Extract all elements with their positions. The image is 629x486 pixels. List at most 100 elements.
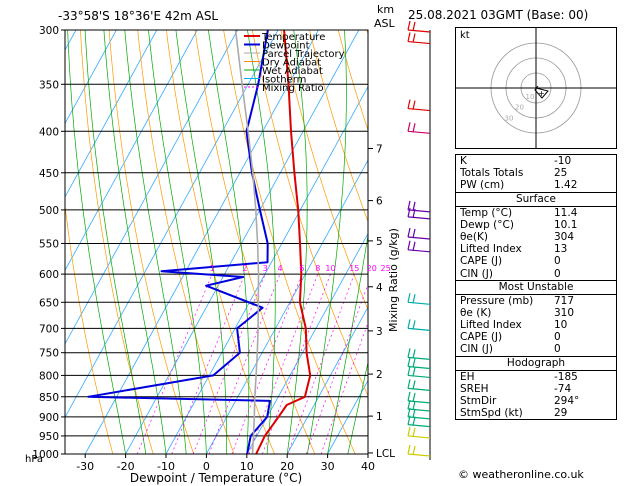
wind-barb-flag: [407, 20, 411, 31]
surface-value: 0: [554, 267, 561, 280]
series-line-parcel-trajectory: [234, 30, 260, 454]
isotherm-line: [65, 30, 117, 125]
y-tick-label: 850: [39, 392, 59, 404]
wind-barb-flag: [407, 99, 411, 109]
surface-value: 11.4: [554, 206, 578, 219]
wind-barb-flag: [412, 358, 416, 368]
mixing-ratio-line: [231, 273, 303, 454]
index-table: K -10 Totals Totals 25 PW (cm) 1.42 Surface T…: [455, 154, 617, 421]
wind-barb: [407, 365, 431, 370]
most-unstable-value: 0: [554, 331, 561, 344]
table-row: CAPE (J) 0: [456, 255, 616, 267]
table-row: CIN (J) 0: [456, 343, 616, 355]
wind-barb: [407, 29, 431, 33]
y-tick-label: 650: [39, 297, 59, 309]
most-unstable-value: 717: [554, 294, 575, 307]
mixing-ratio-label: 20: [367, 264, 377, 273]
wind-barb-flag: [407, 348, 411, 358]
km-tick-label: 7: [376, 143, 383, 155]
legend-label: Mixing Ratio: [262, 83, 324, 94]
wind-barb: [407, 435, 431, 439]
isotherm-line: [246, 232, 368, 454]
index-value: 25: [554, 167, 568, 180]
table-row: Pressure (mb) 717: [456, 295, 616, 307]
table-row: StmDir 294°: [456, 395, 616, 407]
mixing-ratio-label: 6: [299, 264, 304, 273]
hodograph-ring-label: 20: [515, 104, 524, 112]
most-unstable-label: CAPE (J): [460, 331, 503, 344]
wind-barb-flag: [407, 357, 411, 367]
x-tick-label: 30: [321, 460, 335, 473]
isotherm-line: [65, 30, 158, 198]
wind-barb: [407, 327, 431, 331]
km-label: km: [377, 3, 394, 16]
wet-adiabat-line: [67, 30, 126, 454]
wind-barb-flag: [412, 201, 416, 212]
isotherm-line: [65, 30, 238, 345]
wind-barb-flag: [407, 426, 411, 437]
surface-title: Surface: [456, 191, 616, 206]
y-tick-label: 350: [39, 79, 59, 91]
svg-text:+: +: [538, 89, 545, 98]
wet-adiabat-line: [347, 360, 368, 454]
wind-barb: [407, 40, 431, 45]
mixing-ratio-label: 15: [349, 264, 359, 273]
mixing-ratio-label: 10: [325, 264, 335, 273]
wind-barb-flag: [412, 349, 416, 359]
location-title: -33°58'S 18°36'E 42m ASL: [58, 9, 218, 23]
mixing-ratio-label: 2: [242, 264, 247, 273]
wind-barb-flag: [407, 122, 411, 132]
table-row: PW (cm) 1.42: [456, 179, 616, 191]
dry-adiabat-line: [280, 30, 368, 311]
most-unstable-label: θe (K): [460, 306, 492, 319]
hodograph-label: SREH: [460, 382, 489, 395]
mixing-ratio-label: 1: [210, 264, 215, 273]
x-tick-label: 20: [280, 460, 294, 473]
isotherm-line: [206, 159, 368, 454]
wind-barb-flag: [407, 366, 411, 376]
isotherm-line: [65, 30, 279, 419]
table-row: StmSpd (kt) 29: [456, 407, 616, 419]
wind-barb: [407, 400, 431, 404]
km-tick-label: 3: [376, 326, 383, 338]
datetime-title: 25.08.2021 03GMT (Base: 00): [408, 8, 588, 22]
wind-barb: [407, 216, 431, 220]
hodograph-trace: [534, 85, 549, 99]
wind-barb: [407, 301, 431, 305]
x-tick-label: -10: [157, 460, 175, 473]
legend-label: Dry Adiabat: [262, 58, 321, 69]
km-tick-label: 6: [376, 196, 383, 208]
surface-value: 10.1: [554, 218, 578, 231]
x-tick-label: 0: [203, 460, 210, 473]
index-label: K: [460, 155, 467, 167]
wind-barb-flag: [407, 240, 411, 250]
mixing-ratio-label: 8: [315, 264, 320, 273]
wind-barb-flag: [407, 32, 411, 42]
wind-barb: [407, 209, 431, 213]
wind-barbs: [407, 20, 431, 457]
wind-barb-flag: [412, 367, 416, 377]
legend-label: Wet Adiabat: [262, 66, 323, 77]
x-tick-label: -30: [76, 460, 94, 473]
pressure-axis: 300 350 400 450 500 550 600 650 700 750 800 850 900 9…: [32, 25, 65, 461]
wind-barb: [407, 107, 431, 112]
y-tick-label: 300: [39, 25, 59, 37]
series-line-temperature: [255, 30, 312, 454]
table-row: Lifted Index 13: [456, 243, 616, 255]
legend-label: Parcel Trajectory: [262, 49, 345, 60]
wind-barb-flag: [412, 100, 416, 110]
index-value: -10: [554, 155, 572, 167]
x-tick-label: -20: [117, 460, 135, 473]
table-row: Temp (°C) 11.4: [456, 207, 616, 219]
table-row: CIN (J) 0: [456, 268, 616, 280]
index-label: Totals Totals: [460, 167, 524, 180]
y-axis-unit: hPa: [25, 454, 43, 465]
dry-adiabat-line: [80, 30, 154, 454]
surface-label: Lifted Index: [460, 243, 522, 256]
most-unstable-label: Lifted Index: [460, 319, 522, 332]
wind-barb: [407, 130, 431, 134]
legend-label: Temperature: [261, 32, 325, 43]
